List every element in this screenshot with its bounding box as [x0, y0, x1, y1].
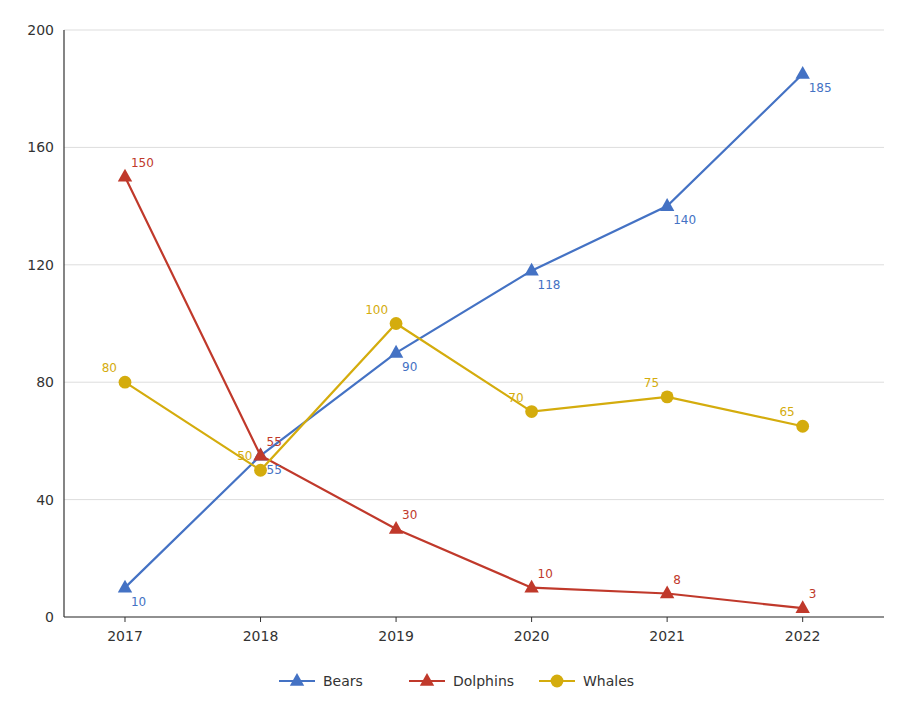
- marker: [796, 420, 809, 433]
- marker: [661, 390, 674, 403]
- data-label: 10: [131, 595, 146, 609]
- data-label: 50: [237, 449, 252, 463]
- y-tick-label: 120: [27, 257, 54, 273]
- chart: 0 40 80 120 160 200 2017 2018 2019 2020 2021 2022 10…: [0, 0, 914, 713]
- grid: [64, 30, 884, 617]
- x-tick-label: 2018: [243, 628, 279, 644]
- legend-marker: [551, 675, 564, 688]
- legend-marker: [420, 673, 434, 686]
- data-label: 118: [538, 278, 561, 292]
- y-tick-label: 0: [45, 609, 54, 625]
- data-label: 10: [538, 567, 553, 581]
- grid-line: [64, 617, 884, 618]
- marker: [660, 198, 674, 211]
- x-tick-label: 2017: [107, 628, 143, 644]
- grid-line: [64, 499, 884, 500]
- data-label: 185: [809, 81, 832, 95]
- marker: [253, 448, 267, 461]
- y-tick-label: 200: [27, 22, 54, 38]
- x-tick: [124, 617, 125, 622]
- marker: [254, 464, 267, 477]
- marker: [389, 521, 403, 534]
- marker: [253, 448, 267, 461]
- legend-label: Dolphins: [453, 673, 514, 689]
- legend-marker: [290, 673, 304, 686]
- x-tick-label: 2019: [378, 628, 414, 644]
- data-label: 65: [779, 405, 794, 419]
- marker: [118, 580, 132, 593]
- x-tick-label: 2022: [785, 628, 821, 644]
- x-tick: [802, 617, 803, 622]
- marker: [795, 600, 809, 613]
- x-tick: [396, 617, 397, 622]
- marker: [795, 66, 809, 79]
- marker: [525, 405, 538, 418]
- legend-label: Whales: [583, 673, 634, 689]
- series-line: [125, 74, 803, 588]
- marker: [119, 376, 132, 389]
- grid-line: [64, 30, 884, 31]
- grid-line: [64, 382, 884, 383]
- x-tick-label: 2020: [514, 628, 550, 644]
- marker: [524, 580, 538, 593]
- series-group: [118, 66, 810, 613]
- marker: [390, 317, 403, 330]
- x-axis: [64, 616, 884, 617]
- x-tick: [531, 617, 532, 622]
- chart-container: 0 40 80 120 160 200 2017 2018 2019 2020 2021 2022 10…: [0, 0, 914, 713]
- data-label: 150: [131, 156, 154, 170]
- legend-label: Bears: [323, 673, 363, 689]
- marker: [389, 345, 403, 358]
- y-tick-label: 40: [36, 492, 54, 508]
- data-labels: 10 55 90 118 140 185 150 55 30 10 8 3 80 50 100 70 75 65: [102, 81, 832, 609]
- data-label: 55: [267, 435, 282, 449]
- legend: Bears Dolphins Whales: [279, 673, 634, 689]
- grid-line: [64, 147, 884, 148]
- data-label: 55: [267, 463, 282, 477]
- data-label: 30: [402, 508, 417, 522]
- data-label: 3: [809, 587, 817, 601]
- data-label: 100: [365, 303, 388, 317]
- x-tick-label: 2021: [649, 628, 685, 644]
- series-line: [125, 177, 803, 608]
- x-tick: [667, 617, 668, 622]
- y-axis: [63, 30, 64, 617]
- data-label: 75: [644, 376, 659, 390]
- data-label: 8: [673, 573, 681, 587]
- data-label: 70: [508, 391, 523, 405]
- grid-line: [64, 264, 884, 265]
- data-label: 80: [102, 361, 117, 375]
- marker: [524, 263, 538, 276]
- series-line: [125, 324, 803, 471]
- y-tick-label: 160: [27, 139, 54, 155]
- x-tick: [260, 617, 261, 622]
- y-tick-label: 80: [36, 374, 54, 390]
- marker: [118, 169, 132, 182]
- data-label: 90: [402, 360, 417, 374]
- marker: [660, 586, 674, 599]
- data-label: 140: [673, 213, 696, 227]
